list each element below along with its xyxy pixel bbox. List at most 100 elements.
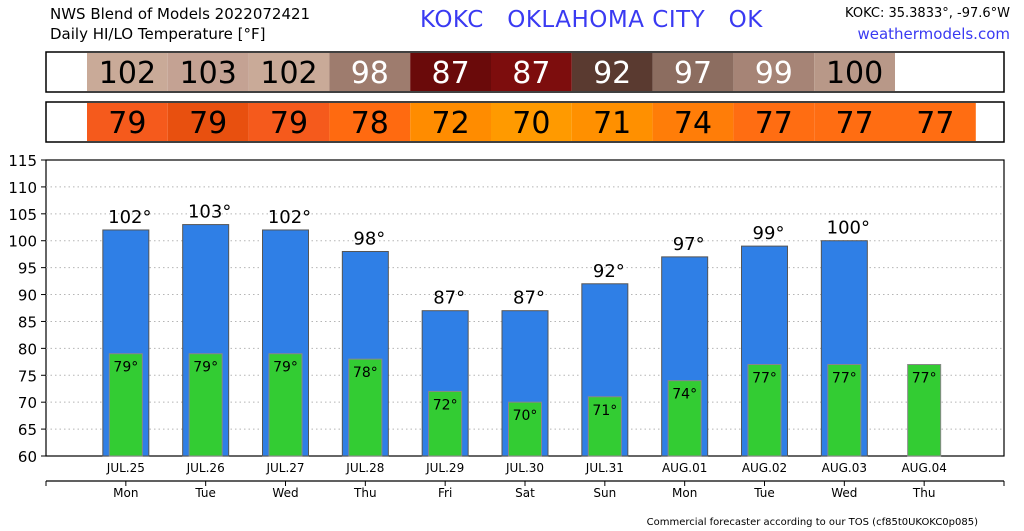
x-date-label: JUL.28 bbox=[345, 461, 384, 475]
model-run-title: NWS Blend of Models 2022072421 bbox=[50, 5, 311, 23]
lo-bar bbox=[587, 396, 622, 457]
hi-temp-row-value: 87 bbox=[512, 56, 550, 91]
lo-bar-label: 77° bbox=[752, 371, 777, 387]
hi-temp-row-value: 103 bbox=[180, 56, 237, 91]
lo-temp-row-value: 78 bbox=[351, 106, 389, 141]
lo-bar bbox=[747, 364, 782, 457]
x-date-label: AUG.04 bbox=[901, 461, 946, 475]
hi-temp-row-cell bbox=[248, 53, 330, 91]
y-tick-label: 85 bbox=[18, 313, 37, 331]
hi-temp-row-cell bbox=[652, 53, 734, 91]
hi-temp-row-value: 92 bbox=[593, 56, 631, 91]
hi-temp-row-value: 100 bbox=[826, 56, 883, 91]
y-tick-label: 115 bbox=[8, 152, 37, 170]
lo-temp-row-value: 72 bbox=[432, 106, 470, 141]
lo-bar bbox=[667, 380, 702, 457]
x-date-label: AUG.01 bbox=[662, 461, 707, 475]
lo-temp-row-cell bbox=[895, 103, 976, 141]
y-tick-label: 100 bbox=[8, 233, 37, 251]
y-tick-label: 65 bbox=[18, 421, 37, 439]
lo-bar-label: 79° bbox=[273, 360, 298, 376]
y-tick-label: 105 bbox=[8, 206, 37, 224]
lo-temp-row-value: 79 bbox=[189, 106, 227, 141]
y-tick-label: 80 bbox=[18, 340, 37, 358]
hi-bar-label: 92° bbox=[593, 261, 625, 282]
x-day-label: Fri bbox=[438, 486, 452, 500]
lo-temp-row-value: 79 bbox=[108, 106, 146, 141]
y-tick-label: 70 bbox=[18, 394, 37, 412]
hi-temp-row-cell bbox=[87, 53, 168, 91]
lo-bar-label: 74° bbox=[672, 387, 697, 403]
hi-temp-row-value: 87 bbox=[432, 56, 470, 91]
lo-bar-label: 77° bbox=[912, 371, 937, 387]
x-date-label: JUL.31 bbox=[585, 461, 624, 475]
station-coordinates: KOKC: 35.3833°, -97.6°W bbox=[845, 6, 1010, 21]
x-day-label: Sat bbox=[515, 486, 535, 500]
station-title: KOKC OKLAHOMA CITY OK bbox=[420, 7, 763, 33]
lo-temp-row-cell bbox=[571, 103, 653, 141]
x-date-label: AUG.02 bbox=[742, 461, 787, 475]
hi-temp-row-cell bbox=[571, 53, 653, 91]
hi-bar-label: 87° bbox=[433, 288, 465, 309]
x-day-label: Tue bbox=[194, 486, 216, 500]
lo-bar bbox=[108, 353, 143, 457]
hi-temp-row-cell bbox=[814, 53, 895, 91]
lo-bar bbox=[428, 390, 463, 457]
lo-temp-row-value: 77 bbox=[916, 106, 954, 141]
lo-temp-row-value: 74 bbox=[674, 106, 712, 141]
hi-bar-label: 87° bbox=[513, 288, 545, 309]
hi-bar-label: 97° bbox=[673, 234, 705, 255]
x-day-label: Tue bbox=[753, 486, 775, 500]
lo-bar bbox=[907, 364, 942, 457]
hi-temp-row-cell bbox=[410, 53, 491, 91]
header-left: NWS Blend of Models 2022072421 Daily HI/… bbox=[50, 4, 310, 44]
hi-temp-row-value: 102 bbox=[99, 56, 156, 91]
lo-temp-row-cell bbox=[248, 103, 330, 141]
lo-temp-row-value: 77 bbox=[836, 106, 874, 141]
hi-temp-row-cell bbox=[733, 53, 815, 91]
x-date-label: JUL.26 bbox=[186, 461, 225, 475]
y-tick-label: 60 bbox=[18, 448, 37, 466]
lo-temp-row-cell bbox=[87, 103, 168, 141]
x-day-label: Mon bbox=[113, 486, 138, 500]
lo-bar bbox=[268, 353, 303, 457]
hi-bar-label: 103° bbox=[188, 202, 231, 223]
lo-bar bbox=[827, 364, 862, 457]
hi-bar-label: 100° bbox=[827, 218, 870, 239]
lo-bar-label: 79° bbox=[113, 360, 138, 376]
hi-temp-row-value: 98 bbox=[351, 56, 389, 91]
lo-temp-row-cell bbox=[410, 103, 491, 141]
hi-temp-row-cell bbox=[329, 53, 411, 91]
x-day-label: Wed bbox=[831, 486, 857, 500]
x-day-label: Mon bbox=[672, 486, 697, 500]
lo-temp-row-cell bbox=[733, 103, 815, 141]
hi-temp-row-value: 102 bbox=[260, 56, 317, 91]
y-tick-label: 95 bbox=[18, 260, 37, 278]
header-right: KOKC: 35.3833°, -97.6°W weathermodels.co… bbox=[845, 4, 1010, 44]
lo-bar bbox=[508, 401, 542, 457]
lo-bar-label: 78° bbox=[353, 365, 378, 381]
lo-temp-row-value: 70 bbox=[512, 106, 550, 141]
lo-bar bbox=[348, 358, 383, 457]
lo-temp-row-value: 79 bbox=[270, 106, 308, 141]
x-date-label: JUL.27 bbox=[265, 461, 304, 475]
hi-bar-label: 102° bbox=[108, 207, 151, 228]
footer-tos: Commercial forecaster according to our T… bbox=[646, 517, 978, 528]
site-link[interactable]: weathermodels.com bbox=[857, 25, 1010, 43]
x-day-label: Thu bbox=[912, 486, 936, 500]
lo-bar-label: 72° bbox=[433, 397, 458, 413]
chart-subtitle: Daily HI/LO Temperature [°F] bbox=[50, 25, 266, 43]
lo-temp-row-cell bbox=[329, 103, 411, 141]
x-day-label: Thu bbox=[353, 486, 377, 500]
lo-temp-row-cell bbox=[167, 103, 249, 141]
lo-bar bbox=[188, 353, 223, 457]
y-tick-label: 90 bbox=[18, 287, 37, 305]
lo-temp-row-cell bbox=[814, 103, 895, 141]
x-date-label: JUL.25 bbox=[106, 461, 145, 475]
x-date-label: JUL.30 bbox=[505, 461, 544, 475]
lo-bar-label: 71° bbox=[592, 403, 617, 419]
hi-temp-row-cell bbox=[895, 53, 976, 91]
hi-bar-label: 102° bbox=[268, 207, 311, 228]
y-tick-label: 75 bbox=[18, 367, 37, 385]
